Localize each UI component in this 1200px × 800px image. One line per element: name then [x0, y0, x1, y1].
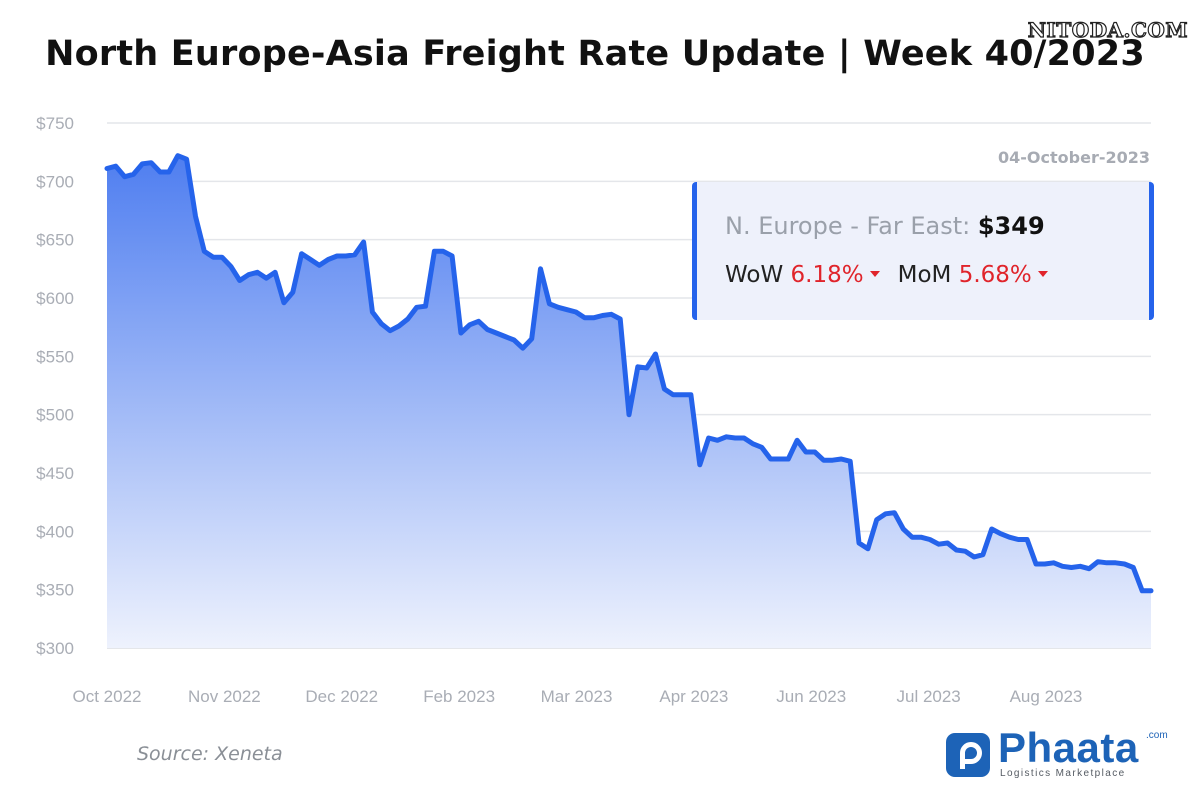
wow-value: 6.18%	[790, 262, 864, 288]
series-line	[104, 153, 1154, 594]
route-value: $349	[977, 212, 1045, 240]
y-tick-label: $500	[36, 406, 74, 425]
y-tick-label: $350	[36, 581, 74, 600]
rate-info-box: N. Europe - Far East: $349 WoW 6.18% MoM …	[692, 182, 1154, 320]
mom-label: MoM	[897, 262, 952, 288]
caret-down-icon	[869, 270, 880, 277]
change-line: WoW 6.18% MoM 5.68%	[725, 262, 1066, 288]
date-annotation: 04-October-2023	[998, 148, 1150, 167]
x-tick-label: Jun 2023	[776, 687, 846, 706]
y-tick-label: $450	[36, 464, 74, 483]
x-tick-label: Nov 2022	[188, 687, 261, 706]
x-tick-label: Oct 2022	[73, 687, 142, 706]
watermark: NITODA.COM	[1027, 17, 1188, 42]
wow-label: WoW	[725, 262, 784, 288]
x-tick-label: Mar 2023	[541, 687, 613, 706]
x-tick-label: Feb 2023	[423, 687, 495, 706]
x-tick-label: Aug 2023	[1010, 687, 1083, 706]
x-tick-label: Jul 2023	[896, 687, 960, 706]
logo-com: .com	[1146, 730, 1168, 741]
y-tick-label: $300	[36, 639, 74, 658]
logo-name: Phaata	[998, 724, 1139, 771]
route-label: N. Europe - Far East:	[725, 212, 971, 240]
y-tick-label: $750	[36, 114, 74, 133]
page-title: North Europe-Asia Freight Rate Update | …	[45, 34, 1145, 74]
y-axis-ticks: $300 $350 $400 $450 $500 $550 $600 $650 $700 $750	[36, 114, 74, 658]
phaata-logo: Phaata .com Logistics Marketplace	[946, 724, 1168, 782]
source-note: Source: Xeneta	[137, 743, 283, 765]
y-tick-label: $650	[36, 231, 74, 250]
logo-p-icon	[946, 733, 990, 777]
y-tick-label: $550	[36, 347, 74, 366]
y-tick-label: $700	[36, 172, 74, 191]
y-tick-label: $400	[36, 522, 74, 541]
x-tick-label: Dec 2022	[305, 687, 378, 706]
y-tick-label: $600	[36, 289, 74, 308]
x-axis-ticks: Oct 2022 Nov 2022 Dec 2022 Feb 2023 Mar 2023…	[73, 687, 1083, 706]
route-line: N. Europe - Far East: $349	[725, 212, 1045, 240]
mom-value: 5.68%	[958, 262, 1032, 288]
logo-tagline: Logistics Marketplace	[1000, 768, 1126, 779]
caret-down-icon	[1037, 270, 1048, 277]
x-tick-label: Apr 2023	[659, 687, 728, 706]
